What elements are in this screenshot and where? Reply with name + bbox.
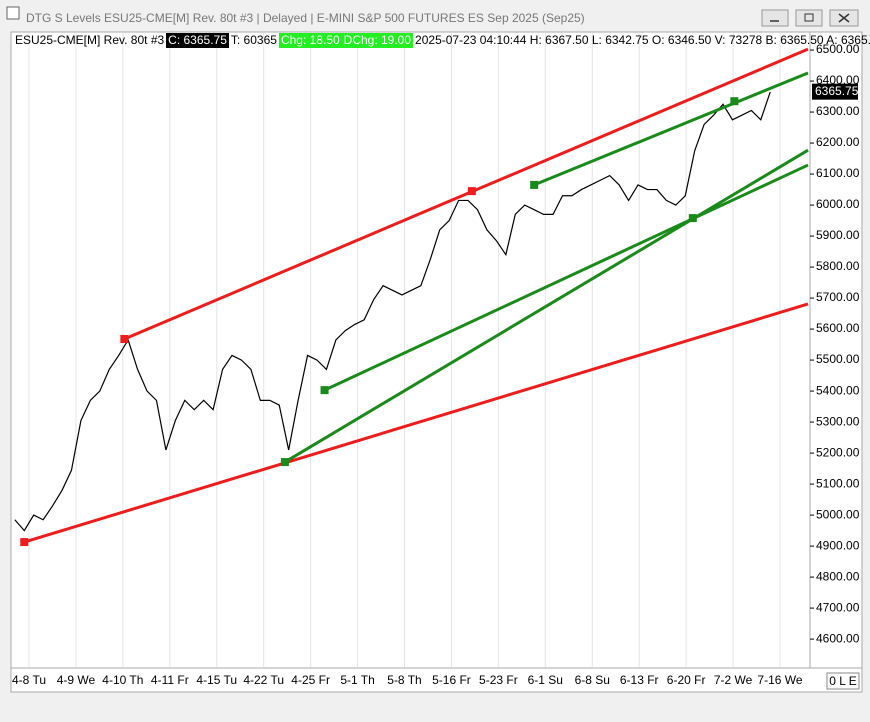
pivot-marker bbox=[20, 538, 29, 547]
x-tick-label: 7-16 We bbox=[757, 673, 802, 687]
symbol: ESU25-CME[M] Rev. 80t #3 bbox=[15, 33, 165, 47]
x-tick-label: 4-8 Tu bbox=[12, 673, 46, 687]
pivot-marker bbox=[320, 386, 329, 395]
pivot-marker bbox=[467, 187, 476, 196]
pivot-marker bbox=[688, 214, 697, 223]
change: Chg: 18.50 bbox=[278, 33, 342, 48]
y-tick-label: 4600.00 bbox=[816, 631, 860, 645]
y-tick-label: 6200.00 bbox=[816, 135, 860, 149]
quote: 2025-07-23 04:10:44 H: 6367.50 L: 6342.7… bbox=[415, 33, 870, 47]
x-tick-label: 6-20 Fr bbox=[667, 673, 706, 687]
x-tick-label: 6-13 Fr bbox=[620, 673, 659, 687]
close-price: C: 6365.75 bbox=[166, 33, 229, 48]
tick-count: T: 60365 bbox=[230, 33, 277, 47]
status-box[interactable] bbox=[826, 672, 860, 690]
app-icon bbox=[6, 6, 20, 20]
y-tick-label: 5200.00 bbox=[816, 445, 860, 459]
y-tick-label: 5000.00 bbox=[816, 507, 860, 521]
minimize-button[interactable] bbox=[761, 9, 789, 27]
y-tick-label: 4900.00 bbox=[816, 538, 860, 552]
x-tick-label: 6-1 Su bbox=[528, 673, 563, 687]
price-line bbox=[14, 91, 771, 532]
trendline bbox=[284, 148, 809, 464]
y-tick-label: 6500.00 bbox=[816, 42, 860, 56]
maximize-icon bbox=[804, 13, 814, 22]
x-axis-area bbox=[10, 667, 863, 693]
status-text: 0 L E bbox=[829, 674, 857, 688]
x-tick-label: 5-23 Fr bbox=[479, 673, 518, 687]
trendline bbox=[323, 163, 809, 392]
pivot-marker bbox=[530, 180, 539, 189]
y-tick-label: 6000.00 bbox=[816, 197, 860, 211]
y-tick-label: 6100.00 bbox=[816, 166, 860, 180]
y-tick-label: 5800.00 bbox=[816, 259, 860, 273]
x-tick-label: 5-1 Th bbox=[340, 673, 374, 687]
x-tick-label: 6-8 Su bbox=[575, 673, 610, 687]
daily-change: DChg: 19.00 bbox=[341, 33, 414, 48]
x-tick-label: 4-25 Fr bbox=[291, 673, 330, 687]
y-tick-label: 5400.00 bbox=[816, 383, 860, 397]
y-tick-label: 5300.00 bbox=[816, 414, 860, 428]
maximize-button[interactable] bbox=[795, 9, 823, 27]
y-tick-label: 5900.00 bbox=[816, 228, 860, 242]
y-tick-label: 4700.00 bbox=[816, 600, 860, 614]
x-tick-label: 4-15 Tu bbox=[196, 673, 237, 687]
x-tick-label: 7-2 We bbox=[714, 673, 753, 687]
y-tick-label: 5600.00 bbox=[816, 321, 860, 335]
trendline bbox=[123, 47, 809, 341]
close-icon bbox=[838, 13, 850, 23]
x-tick-label: 4-9 We bbox=[57, 673, 96, 687]
y-axis-area bbox=[809, 31, 863, 669]
y-tick-label: 5100.00 bbox=[816, 476, 860, 490]
y-tick-label: 4800.00 bbox=[816, 569, 860, 583]
x-tick-label: 4-22 Tu bbox=[243, 673, 284, 687]
info-bar: ESU25-CME[M] Rev. 80t #3 C: 6365.75 T: 6… bbox=[13, 33, 870, 48]
x-tick-label: 4-10 Th bbox=[102, 673, 143, 687]
x-tick-label: 5-16 Fr bbox=[432, 673, 471, 687]
x-tick-label: 5-8 Th bbox=[387, 673, 421, 687]
pivot-marker bbox=[120, 334, 129, 343]
last-price-box bbox=[812, 83, 858, 100]
trendline bbox=[533, 71, 809, 187]
last-price-label: 6365.75 bbox=[815, 84, 859, 98]
trendline bbox=[23, 302, 809, 544]
window-title: DTG S Levels ESU25-CME[M] Rev. 80t #3 | … bbox=[26, 11, 585, 25]
y-tick-label: 5700.00 bbox=[816, 290, 860, 304]
y-tick-label: 6300.00 bbox=[816, 104, 860, 118]
pivot-marker bbox=[280, 458, 289, 467]
pivot-marker bbox=[730, 97, 739, 106]
y-tick-label: 5500.00 bbox=[816, 352, 860, 366]
x-tick-label: 4-11 Fr bbox=[151, 673, 189, 687]
